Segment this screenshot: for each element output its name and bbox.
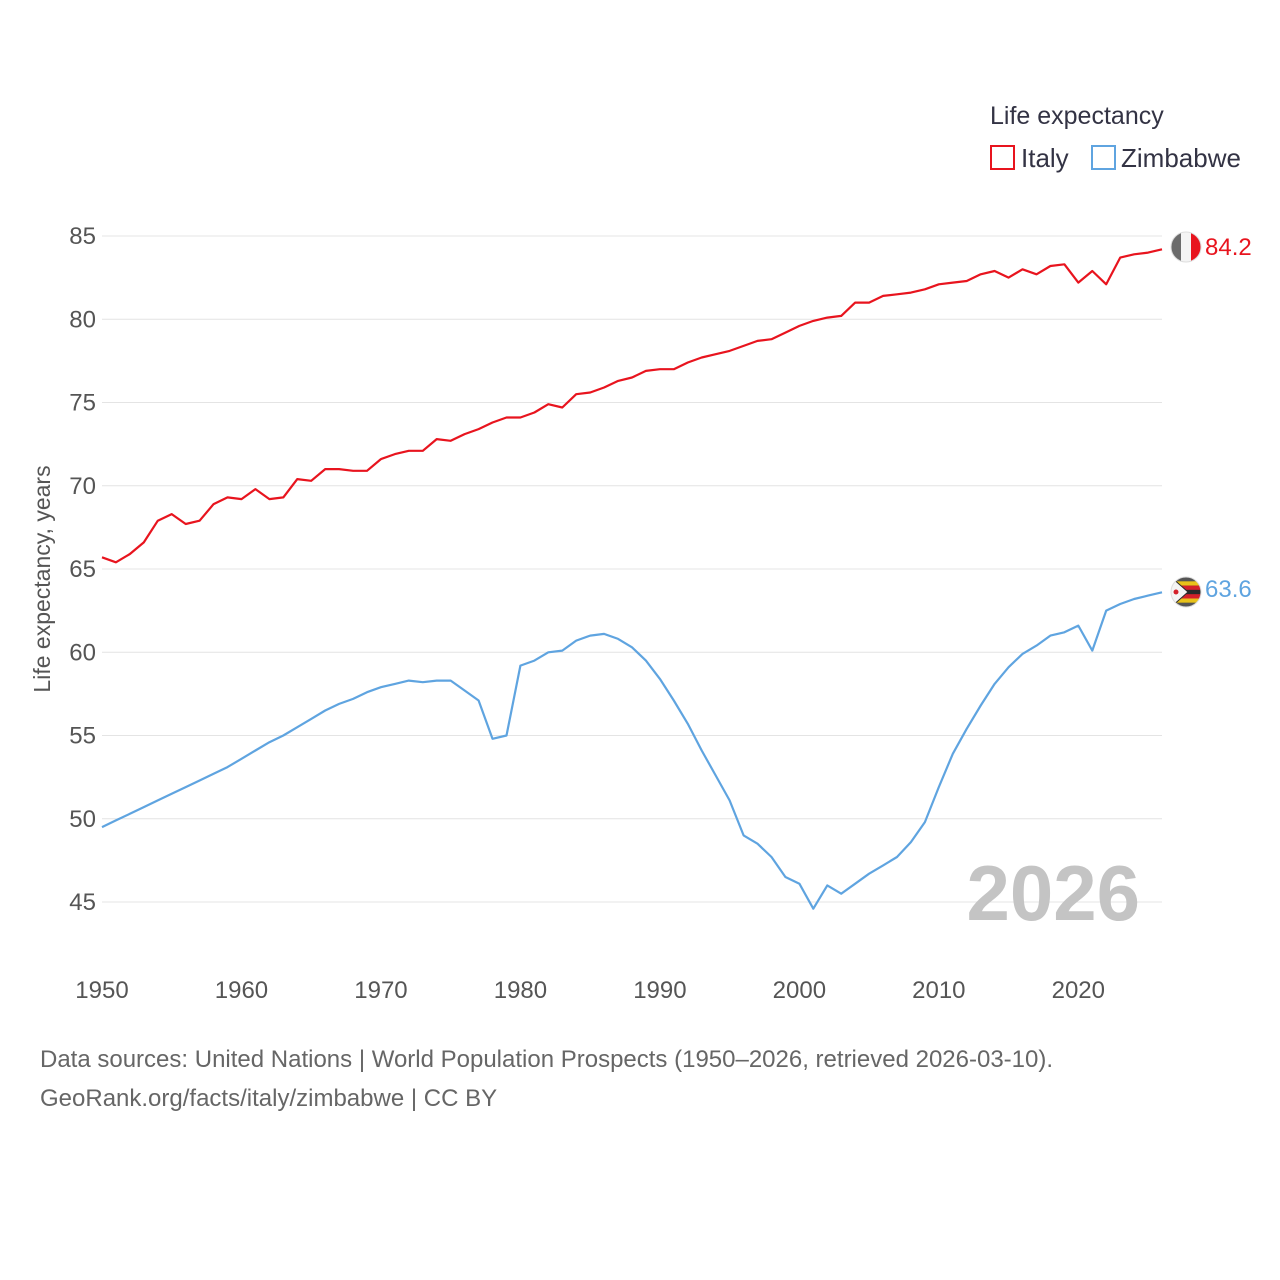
legend-label-italy: Italy (1021, 143, 1069, 173)
x-tick-label: 2000 (773, 977, 826, 1004)
zimbabwe-end-value-label: 63.6 (1205, 576, 1252, 603)
x-tick-label: 1960 (215, 977, 268, 1004)
y-axis-ticks: 45 50 55 60 65 70 75 80 85 (69, 223, 96, 916)
series-lines (101, 248, 1163, 910)
y-tick-label: 85 (69, 223, 96, 250)
y-tick-label: 45 (69, 889, 96, 916)
legend-title: Life expectancy (990, 102, 1164, 130)
x-tick-label: 1980 (494, 977, 547, 1004)
y-tick-label: 55 (69, 723, 96, 750)
x-tick-label: 1990 (633, 977, 686, 1004)
legend-label-zimbabwe: Zimbabwe (1121, 143, 1241, 173)
legend-swatch-italy (990, 145, 1015, 170)
y-axis-label: Life expectancy, years (29, 465, 55, 692)
attribution-link[interactable]: GeoRank.org/facts/italy/zimbabwe | CC BY (40, 1085, 498, 1112)
data-source-text: Data sources: United Nations | World Pop… (40, 1046, 1054, 1073)
y-tick-label: 80 (69, 306, 96, 333)
y-tick-label: 70 (69, 473, 96, 500)
current-year-label: 2026 (966, 849, 1140, 937)
italy-end-value-label: 84.2 (1205, 234, 1252, 261)
x-tick-label: 2020 (1052, 977, 1105, 1004)
legend-swatch-zimbabwe (1091, 145, 1116, 170)
y-tick-label: 60 (69, 639, 96, 666)
series-line-zimbabwe (101, 591, 1163, 910)
legend: Life expectancy Italy Zimbabwe (990, 102, 1241, 173)
y-tick-label: 75 (69, 390, 96, 417)
series-line-italy (101, 248, 1163, 564)
x-tick-label: 1950 (75, 977, 128, 1004)
y-tick-label: 50 (69, 806, 96, 833)
grid-lines (102, 235, 1162, 903)
x-tick-label: 2010 (912, 977, 965, 1004)
y-tick-label: 65 (69, 556, 96, 583)
italy-flag-icon (1170, 231, 1202, 263)
zimbabwe-flag-icon (1170, 576, 1202, 608)
x-tick-label: 1970 (354, 977, 407, 1004)
x-axis-ticks: 1950 1960 1970 1980 1990 2000 2010 2020 (75, 977, 1105, 1004)
